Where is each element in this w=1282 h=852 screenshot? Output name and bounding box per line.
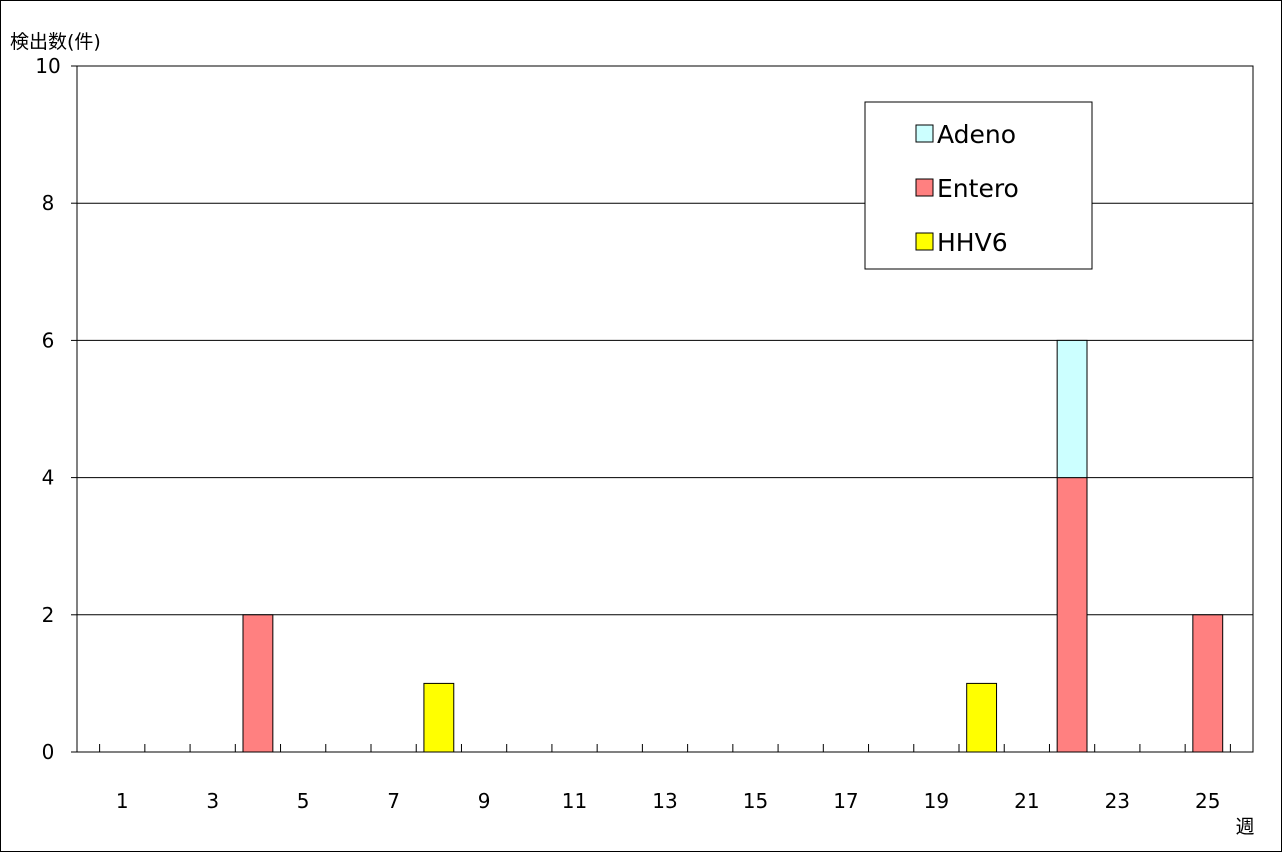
- y-tick-label: 10: [35, 54, 60, 78]
- x-tick-label: 7: [387, 789, 400, 813]
- x-tick-label: 11: [562, 789, 587, 813]
- x-tick-label: 5: [297, 789, 310, 813]
- legend-box: [864, 101, 1093, 270]
- x-tick-label: 19: [924, 789, 949, 813]
- x-tick-label: 21: [1014, 789, 1039, 813]
- x-tick-label: 17: [833, 789, 858, 813]
- bar-hhv6-week-20: [966, 682, 998, 753]
- bar-entero-week-25: [1192, 614, 1224, 753]
- x-axis-title: 週: [1235, 816, 1254, 838]
- y-axis-title: 検出数(件): [10, 31, 101, 53]
- bars: [242, 339, 1224, 753]
- x-tick-label: 1: [116, 789, 129, 813]
- plot-area: [76, 65, 1254, 753]
- bar-adeno-week-22: [1056, 339, 1088, 479]
- x-tick-label: 3: [206, 789, 219, 813]
- x-tick-label: 13: [652, 789, 677, 813]
- legend-swatch-hhv6: [915, 232, 934, 251]
- y-tick-label: 6: [42, 328, 55, 352]
- bar-entero-week-22: [1056, 477, 1088, 753]
- x-tick-label: 9: [478, 789, 491, 813]
- x-tick-label: 25: [1195, 789, 1220, 813]
- legend-swatch-adeno: [915, 124, 934, 143]
- x-tick-label: 15: [743, 789, 768, 813]
- x-tick-labels: 1 3 5 7 9 11 13 15 17 19 21 23 25: [116, 789, 1221, 813]
- y-tick-label: 8: [42, 191, 55, 215]
- legend-swatch-entero: [915, 178, 934, 197]
- y-tick-label: 0: [42, 740, 55, 764]
- axes: [71, 65, 1231, 753]
- legend: Adeno Entero HHV6: [864, 101, 1093, 270]
- legend-label-entero: Entero: [937, 174, 1019, 203]
- bar-hhv6-week-8: [423, 682, 455, 753]
- legend-label-hhv6: HHV6: [937, 228, 1008, 257]
- bar-entero-week-4: [242, 614, 274, 753]
- legend-label-adeno: Adeno: [937, 120, 1016, 149]
- y-tick-labels: 0 2 4 6 8 10: [35, 54, 60, 764]
- y-tick-label: 4: [42, 466, 55, 490]
- y-tick-label: 2: [42, 603, 55, 627]
- x-tick-label: 23: [1105, 789, 1130, 813]
